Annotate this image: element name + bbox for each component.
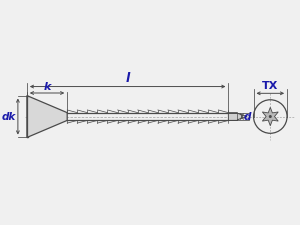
Circle shape	[269, 116, 271, 117]
Text: k: k	[44, 82, 51, 92]
Text: TX: TX	[262, 81, 278, 91]
Polygon shape	[228, 113, 247, 120]
Text: l: l	[125, 72, 130, 85]
Text: dk: dk	[2, 112, 16, 122]
Polygon shape	[27, 96, 67, 137]
Polygon shape	[262, 107, 278, 126]
Text: d: d	[244, 112, 251, 122]
